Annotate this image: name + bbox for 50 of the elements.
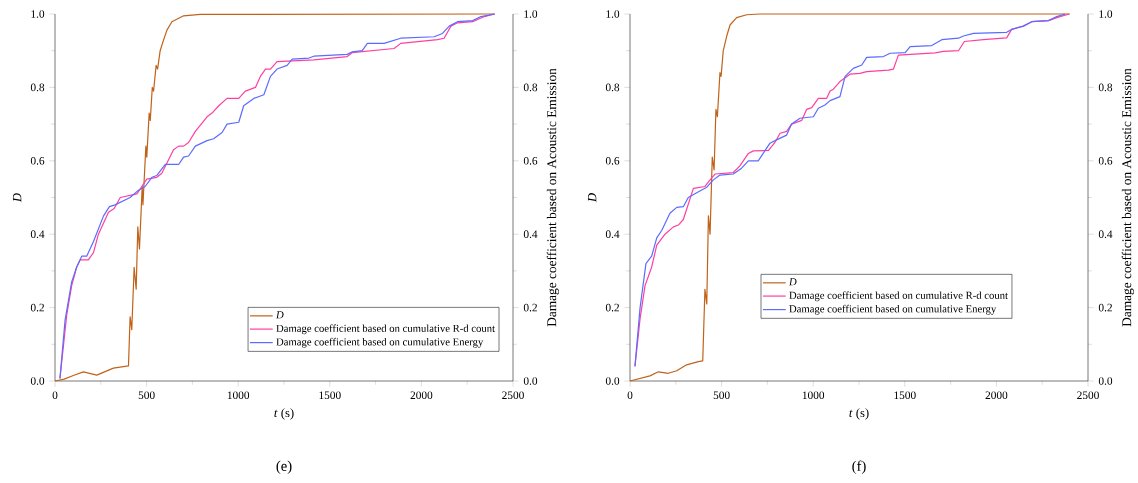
x-axis-title: t (s): [274, 408, 294, 420]
y-tick-label: 0.2: [30, 303, 44, 312]
y-tick-label: 0.6: [605, 156, 620, 165]
y2-tick-label: 0.8: [523, 83, 538, 92]
y-tick-label: 1.0: [606, 10, 620, 18]
y-tick-label: 1.0: [31, 10, 45, 18]
y2-tick-label: 0.2: [1098, 303, 1112, 312]
y2-tick-label: 1.0: [524, 10, 538, 18]
legend-label: Damage coefficient based on cumulative Energy: [789, 304, 997, 315]
legend-label: D: [275, 311, 284, 319]
legend-label: D: [788, 278, 797, 286]
y2-tick-label: 0.6: [523, 156, 538, 165]
y-tick-label: 0.8: [605, 83, 620, 92]
y2-tick-label: 0.0: [523, 377, 538, 385]
y-tick-label: 0.8: [30, 83, 45, 92]
x-axis-title: t (s): [849, 408, 869, 420]
y2-tick-label: 0.0: [1098, 377, 1113, 385]
y-tick-label: 0.0: [30, 377, 45, 385]
legend-label: Damage coefficient based on cumulative R-d count: [276, 324, 495, 335]
y2-tick-label: 0.4: [1098, 230, 1113, 239]
text: (f): [852, 460, 866, 474]
text: (e): [276, 460, 292, 474]
y-tick-label: 0.6: [30, 156, 45, 165]
legend-label: Damage coefficient based on cumulative Energy: [276, 337, 484, 348]
y-axis-title: D: [12, 193, 22, 203]
legend-label: Damage coefficient based on cumulative R-d count: [789, 291, 1008, 302]
y2-tick-label: 0.8: [1098, 83, 1113, 92]
x-tick-label: 0: [52, 391, 58, 400]
y2-tick-label: 0.4: [523, 230, 538, 239]
x-tick-label: 2000: [985, 391, 1008, 400]
y-tick-label: 0.4: [30, 230, 45, 239]
x-tick-label: 0: [627, 391, 633, 400]
y2-axis-title: Damage coefficient based on Acoustic Emission: [1121, 68, 1134, 327]
x-tick-label: 1500: [319, 391, 341, 400]
y-tick-label: 0.4: [605, 230, 620, 239]
x-tick-label: 1000: [802, 391, 825, 400]
x-tick-label: 500: [138, 391, 155, 400]
y2-tick-label: 0.2: [523, 303, 537, 312]
x-tick-label: 1500: [894, 391, 916, 400]
x-tick-label: 500: [713, 391, 730, 400]
x-tick-label: 1000: [227, 391, 250, 400]
y-axis-title: D: [587, 193, 597, 203]
x-tick-label: 2500: [502, 391, 524, 400]
x-tick-label: 2500: [1077, 391, 1099, 400]
x-tick-label: 2000: [410, 391, 433, 400]
y2-tick-label: 1.0: [1099, 10, 1113, 18]
y-tick-label: 0.0: [605, 377, 620, 385]
y2-tick-label: 0.6: [1098, 156, 1113, 165]
y2-axis-title: Damage coefficient based on Acoustic Emission: [546, 68, 559, 327]
y-tick-label: 0.2: [605, 303, 619, 312]
